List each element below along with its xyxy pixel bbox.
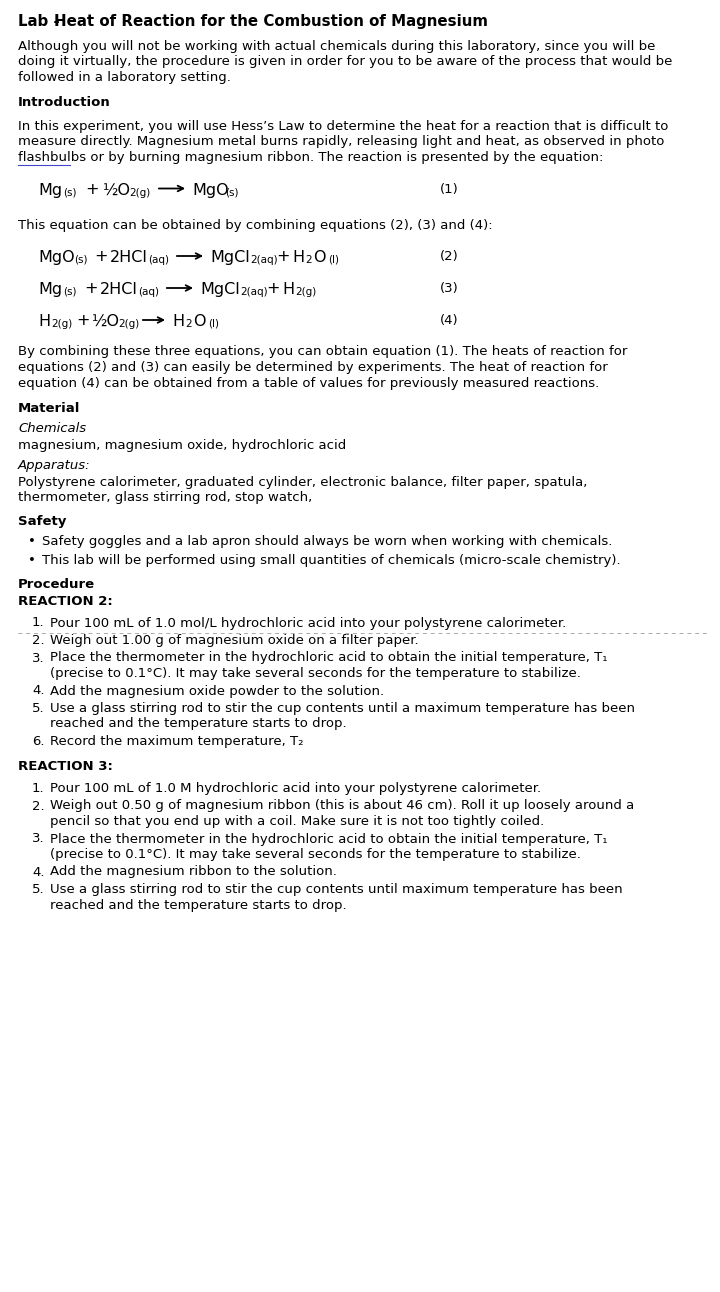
Text: +: + [94,249,107,264]
Text: In this experiment, you will use Hess’s Law to determine the heat for a reaction: In this experiment, you will use Hess’s … [18,120,668,133]
Text: (precise to 0.1°C). It may take several seconds for the temperature to stabilize: (precise to 0.1°C). It may take several … [50,848,581,860]
Text: 2HCl: 2HCl [110,249,148,265]
Text: (s): (s) [225,187,238,198]
Text: 2: 2 [305,255,312,265]
Text: Record the maximum temperature, T₂: Record the maximum temperature, T₂ [50,735,304,748]
Text: followed in a laboratory setting.: followed in a laboratory setting. [18,71,231,84]
Text: Apparatus:: Apparatus: [18,459,91,472]
Text: (precise to 0.1°C). It may take several seconds for the temperature to stabilize: (precise to 0.1°C). It may take several … [50,667,581,680]
Text: (aq): (aq) [148,255,169,265]
Text: Use a glass stirring rod to stir the cup contents until maximum temperature has : Use a glass stirring rod to stir the cup… [50,882,623,895]
Text: Place the thermometer in the hydrochloric acid to obtain the initial temperature: Place the thermometer in the hydrochlori… [50,651,608,664]
Text: 1.: 1. [32,782,45,795]
Text: equations (2) and (3) can easily be determined by experiments. The heat of react: equations (2) and (3) can easily be dete… [18,360,608,373]
Text: 2(g): 2(g) [51,319,72,329]
Text: ½O: ½O [103,182,131,198]
Text: Mg: Mg [38,182,62,198]
Text: (2): (2) [440,249,459,264]
Text: +: + [276,249,289,264]
Text: 3.: 3. [32,651,45,664]
Text: doing it virtually, the procedure is given in order for you to be aware of the p: doing it virtually, the procedure is giv… [18,56,672,68]
Text: H: H [38,314,50,329]
Text: 5.: 5. [32,882,45,895]
Text: Safety goggles and a lab apron should always be worn when working with chemicals: Safety goggles and a lab apron should al… [42,535,613,548]
Text: MgO: MgO [38,249,75,265]
Text: 2(g): 2(g) [118,319,139,329]
Text: Add the magnesium ribbon to the solution.: Add the magnesium ribbon to the solution… [50,866,337,879]
Text: 5.: 5. [32,702,45,714]
Text: (s): (s) [74,255,88,265]
Text: equation (4) can be obtained from a table of values for previously measured reac: equation (4) can be obtained from a tabl… [18,376,599,389]
Text: 2HCl: 2HCl [100,282,138,297]
Text: 4.: 4. [32,685,45,698]
Text: Introduction: Introduction [18,97,111,110]
Text: (s): (s) [63,287,76,297]
Text: Weigh out 0.50 g of magnesium ribbon (this is about 46 cm). Roll it up loosely a: Weigh out 0.50 g of magnesium ribbon (th… [50,800,634,813]
Text: MgCl: MgCl [200,282,240,297]
Text: Although you will not be working with actual chemicals during this laboratory, s: Although you will not be working with ac… [18,40,655,53]
Text: (l): (l) [328,255,339,265]
Text: Pour 100 mL of 1.0 M hydrochloric acid into your polystyrene calorimeter.: Pour 100 mL of 1.0 M hydrochloric acid i… [50,782,541,795]
Text: (4): (4) [440,314,459,327]
Text: 6.: 6. [32,735,45,748]
Text: Mg: Mg [38,282,62,297]
Text: 4.: 4. [32,866,45,879]
Text: 2(g): 2(g) [295,287,316,297]
Text: MgCl: MgCl [210,249,250,265]
Text: •: • [28,535,36,548]
Text: measure directly. Magnesium metal burns rapidly, releasing light and heat, as ob: measure directly. Magnesium metal burns … [18,136,665,149]
Text: 2(g): 2(g) [129,187,150,198]
Text: +: + [85,181,99,196]
Text: •: • [28,554,36,567]
Text: (s): (s) [63,187,76,198]
Text: 2.: 2. [32,634,45,647]
Text: 2(aq): 2(aq) [250,255,278,265]
Text: Add the magnesium oxide powder to the solution.: Add the magnesium oxide powder to the so… [50,685,384,698]
Text: Weigh out 1.00 g of magnesium oxide on a filter paper.: Weigh out 1.00 g of magnesium oxide on a… [50,634,418,647]
Text: 3.: 3. [32,832,45,845]
Text: magnesium, magnesium oxide, hydrochloric acid: magnesium, magnesium oxide, hydrochloric… [18,439,346,452]
Text: reached and the temperature starts to drop.: reached and the temperature starts to dr… [50,717,346,730]
Text: +: + [266,280,279,296]
Text: Heat of Reaction for the Combustion of Magnesium: Heat of Reaction for the Combustion of M… [54,14,488,28]
Text: reached and the temperature starts to drop.: reached and the temperature starts to dr… [50,898,346,911]
Text: REACTION 2:: REACTION 2: [18,596,113,609]
Text: This equation can be obtained by combining equations (2), (3) and (4):: This equation can be obtained by combini… [18,218,492,231]
Text: (1): (1) [440,182,459,195]
Text: (l): (l) [208,319,219,329]
Text: Place the thermometer in the hydrochloric acid to obtain the initial temperature: Place the thermometer in the hydrochlori… [50,832,608,845]
Text: This lab will be performed using small quantities of chemicals (micro-scale chem: This lab will be performed using small q… [42,554,621,567]
Text: ½O: ½O [92,314,120,329]
Text: flashbulbs or by burning magnesium ribbon. The reaction is presented by the equa: flashbulbs or by burning magnesium ribbo… [18,151,603,164]
Text: Safety: Safety [18,516,66,528]
Text: Use a glass stirring rod to stir the cup contents until a maximum temperature ha: Use a glass stirring rod to stir the cup… [50,702,635,714]
Text: H: H [172,314,184,329]
Text: MgO: MgO [192,182,229,198]
Text: +: + [84,280,97,296]
Text: By combining these three equations, you can obtain equation (1). The heats of re: By combining these three equations, you … [18,345,627,358]
Text: Polystyrene calorimeter, graduated cylinder, electronic balance, filter paper, s: Polystyrene calorimeter, graduated cylin… [18,475,588,488]
Text: Chemicals: Chemicals [18,421,86,434]
Text: 2(aq): 2(aq) [240,287,268,297]
Text: 2.: 2. [32,800,45,813]
Text: Pour 100 mL of 1.0 mol/L hydrochloric acid into your polystyrene calorimeter.: Pour 100 mL of 1.0 mol/L hydrochloric ac… [50,616,566,629]
Text: 1.: 1. [32,616,45,629]
Text: (aq): (aq) [138,287,159,297]
Text: (3): (3) [440,282,459,295]
Text: Procedure: Procedure [18,578,95,590]
Text: O: O [313,249,325,265]
Text: +: + [76,313,89,328]
Text: Lab -: Lab - [18,14,65,28]
Text: H: H [292,249,304,265]
Text: O: O [193,314,205,329]
Text: Material: Material [18,402,81,415]
Text: pencil so that you end up with a coil. Make sure it is not too tightly coiled.: pencil so that you end up with a coil. M… [50,815,544,828]
Text: thermometer, glass stirring rod, stop watch,: thermometer, glass stirring rod, stop wa… [18,491,312,504]
Text: 2: 2 [185,319,192,329]
Text: H: H [282,282,294,297]
Text: REACTION 3:: REACTION 3: [18,761,113,774]
